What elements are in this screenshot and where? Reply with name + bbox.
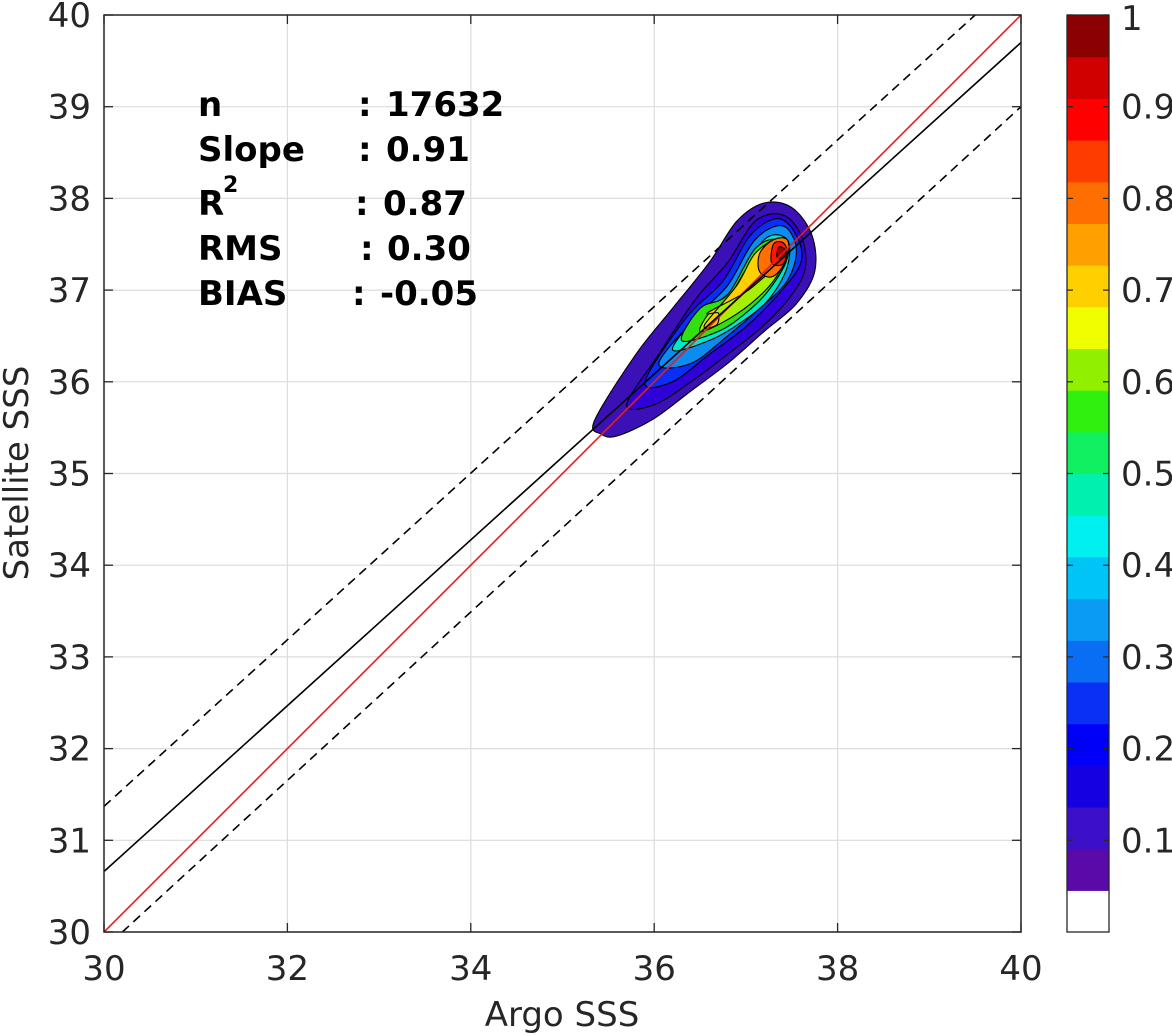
colorbar-segment [1067, 140, 1109, 183]
x-tick-label: 40 [999, 949, 1042, 989]
colorbar-segment [1067, 98, 1109, 141]
colorbar-segment [1067, 848, 1109, 891]
one-to-one-line [104, 15, 1021, 932]
upper-bound-dashed-line [104, 15, 976, 807]
statistics-box: n : 17632 Slope : 0.91 R 2 : 0.87 RMS : … [198, 85, 504, 314]
colorbar-segment [1067, 723, 1109, 766]
colorbar-segment [1067, 598, 1109, 641]
x-tick-label: 30 [82, 949, 125, 989]
stat-slope-value: 0.91 [386, 130, 470, 170]
colorbar-segment [1067, 265, 1109, 308]
stat-r2-value: 0.87 [383, 184, 467, 224]
x-axis-ticks: 30 32 34 36 38 40 [82, 15, 1043, 989]
colorbar-tick-label: 0.5 [1121, 455, 1172, 495]
x-axis-label: Argo SSS [485, 995, 640, 1035]
stat-n-label: n [198, 85, 222, 125]
stat-r2-label: R [198, 184, 224, 224]
colorbar-segment [1067, 390, 1109, 433]
colorbar-segment [1067, 890, 1109, 933]
colorbar-segment [1067, 556, 1109, 600]
x-tick-label: 36 [633, 949, 676, 989]
colorbar-segment [1067, 306, 1109, 350]
colorbar-tick-label: 0.4 [1121, 546, 1172, 586]
colorbar-tick-label: 0.2 [1121, 730, 1172, 770]
colorbar-tick-label: 0.1 [1121, 821, 1172, 861]
colorbar-segment [1067, 515, 1109, 558]
colorbar-segment [1067, 56, 1109, 99]
y-tick-label: 37 [48, 271, 91, 311]
y-axis-label: Satellite SSS [0, 366, 37, 581]
x-tick-label: 38 [816, 949, 859, 989]
density-contours [592, 201, 817, 438]
y-tick-label: 33 [48, 638, 91, 678]
grid-lines [103, 14, 1022, 933]
stat-bias-value: -0.05 [380, 274, 478, 314]
colorbar-tick-label: 1 [1121, 0, 1143, 39]
stat-rms-value: 0.30 [387, 229, 471, 269]
regression-line [104, 41, 1021, 873]
colorbar-segment [1067, 640, 1109, 683]
colorbar-segment [1067, 181, 1109, 225]
reference-lines [104, 15, 1021, 932]
y-tick-label: 31 [48, 821, 91, 861]
colorbar-segment [1067, 223, 1109, 266]
colorbar-segment [1067, 765, 1109, 808]
stat-r2-sep: : [355, 184, 369, 224]
stat-rms-label: RMS [198, 229, 283, 269]
lower-bound-dashed-line [121, 106, 1021, 932]
colorbar-tick-label: 0.3 [1121, 638, 1172, 678]
y-axis-ticks: 30 31 32 33 34 35 36 37 38 39 40 [48, 0, 1021, 953]
x-tick-label: 32 [266, 949, 309, 989]
stat-slope-sep: : [358, 130, 372, 170]
colorbar-segment [1067, 806, 1109, 850]
y-tick-label: 32 [48, 730, 91, 770]
y-tick-label: 39 [48, 88, 91, 128]
y-tick-label: 34 [48, 546, 91, 586]
colorbar-segment [1067, 473, 1109, 516]
colorbar-segment [1067, 681, 1109, 725]
y-tick-label: 35 [48, 455, 91, 495]
y-tick-label: 38 [48, 179, 91, 219]
stat-bias-sep: : [352, 274, 366, 314]
colorbar: 0.1 0.2 0.3 0.4 0.5 0.6 0.7 0.8 0.9 1 [1066, 0, 1172, 933]
y-tick-label: 36 [48, 363, 91, 403]
y-tick-label: 30 [48, 913, 91, 953]
colorbar-tick-label: 0.7 [1121, 271, 1172, 311]
colorbar-tick-label: 0.9 [1121, 88, 1172, 128]
x-tick-label: 34 [449, 949, 492, 989]
stat-slope-label: Slope [198, 130, 305, 170]
colorbar-tick-label: 0.6 [1121, 363, 1172, 403]
stat-r2-superscript: 2 [223, 173, 238, 198]
colorbar-segment [1067, 15, 1109, 58]
colorbar-tick-label: 0.8 [1121, 179, 1172, 219]
y-tick-label: 40 [48, 0, 91, 36]
colorbar-segment [1067, 348, 1109, 391]
stat-n-value: 17632 [386, 85, 504, 125]
colorbar-segment [1067, 431, 1109, 475]
stat-n-sep: : [358, 85, 372, 125]
stat-rms-sep: : [360, 229, 374, 269]
stat-bias-label: BIAS [198, 274, 287, 314]
